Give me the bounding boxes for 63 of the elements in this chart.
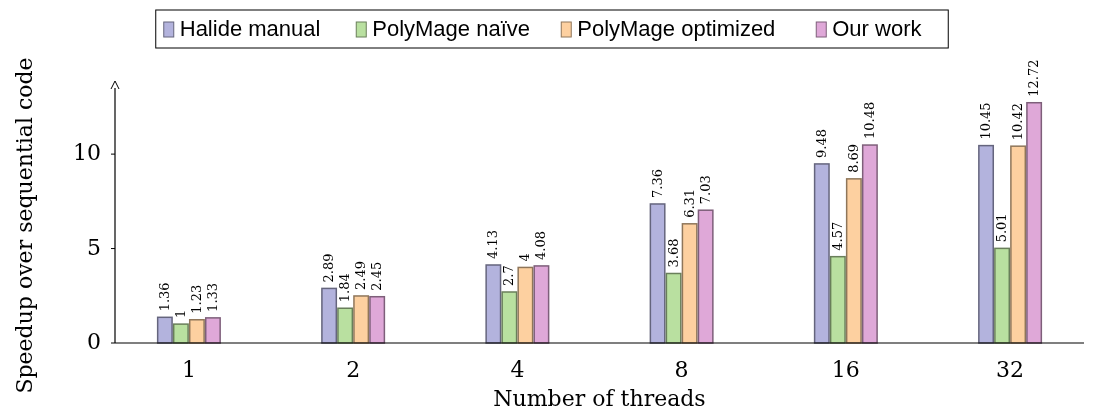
data-label: 6.31 <box>681 188 697 218</box>
data-label: 1 <box>172 309 188 319</box>
bar <box>994 247 1011 344</box>
bar <box>533 265 550 344</box>
x-tick-label: 16 <box>831 357 860 382</box>
data-label: 12.72 <box>1026 59 1042 97</box>
bar <box>188 319 205 344</box>
y-tick-label: 10 <box>73 140 101 166</box>
bar <box>501 291 518 344</box>
bar <box>353 295 370 344</box>
bar <box>861 144 878 344</box>
bar <box>665 272 682 344</box>
bar <box>978 144 995 344</box>
bar <box>369 295 386 344</box>
legend-label: Our work <box>832 15 923 41</box>
bar <box>321 287 338 344</box>
data-label: 10.48 <box>861 101 877 140</box>
data-label: 4.13 <box>485 230 501 259</box>
x-tick-label: 32 <box>996 357 1025 382</box>
bar <box>681 223 698 344</box>
bar <box>337 307 354 344</box>
bar <box>485 264 502 344</box>
data-label: 8.69 <box>845 143 861 173</box>
data-label: 1.33 <box>204 282 220 312</box>
bar <box>1026 101 1043 344</box>
data-label: 7.36 <box>649 169 665 198</box>
bar <box>649 203 666 344</box>
x-tick-label: 2 <box>346 357 361 382</box>
data-label: 4 <box>517 253 533 262</box>
data-label: 9.48 <box>813 128 829 158</box>
bar <box>829 255 846 344</box>
data-label: 4.57 <box>829 221 845 251</box>
x-tick-label: 1 <box>181 357 196 382</box>
bar <box>845 178 862 344</box>
data-label: 2.7 <box>501 265 517 286</box>
x-tick-label: 4 <box>510 357 525 382</box>
bar <box>204 317 221 344</box>
data-label: 4.08 <box>533 230 549 260</box>
legend-label: PolyMage optimized <box>577 15 776 41</box>
data-label: 2.45 <box>369 261 385 291</box>
y-tick-label: 5 <box>87 234 101 260</box>
legend-label: Halide manual <box>179 15 321 41</box>
data-label: 1.23 <box>188 284 204 314</box>
bar <box>697 209 714 344</box>
bar <box>156 316 173 344</box>
bar <box>1010 145 1027 344</box>
data-label: 10.45 <box>978 102 994 140</box>
data-label: 10.42 <box>1010 102 1026 141</box>
x-axis-title: Number of threads <box>493 386 706 411</box>
x-tick-label: 8 <box>674 357 689 382</box>
bar <box>813 163 830 344</box>
data-label: 7.03 <box>697 175 713 205</box>
data-label: 1.84 <box>337 273 353 303</box>
data-label: 2.49 <box>353 261 369 290</box>
y-tick-label: 0 <box>87 329 101 354</box>
data-label: 3.68 <box>665 238 681 268</box>
legend-label: PolyMage naïve <box>372 15 531 41</box>
bar <box>172 323 189 344</box>
data-label: 2.89 <box>321 253 337 283</box>
data-label: 5.01 <box>994 213 1010 243</box>
bar <box>517 266 534 344</box>
data-label: 1.36 <box>156 282 172 312</box>
y-axis-title: Speedup over sequential code <box>12 57 37 394</box>
